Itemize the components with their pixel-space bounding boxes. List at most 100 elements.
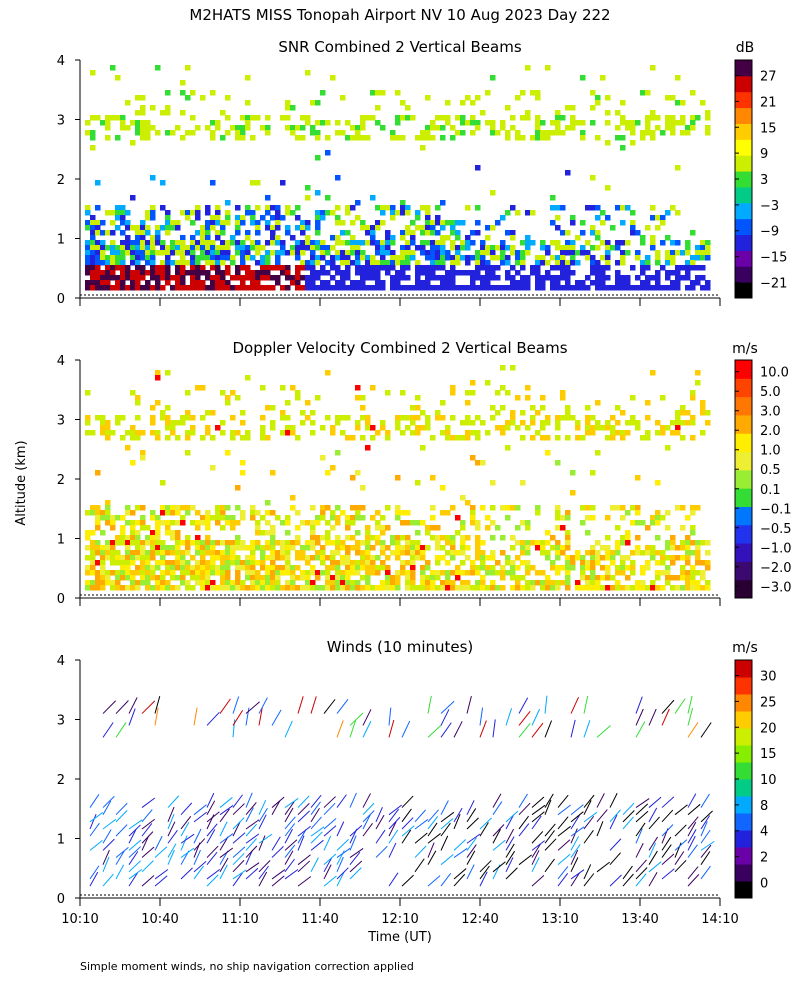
data-cell	[375, 220, 381, 226]
data-cell	[475, 270, 481, 276]
wind-barb	[531, 708, 541, 726]
data-cell	[415, 395, 421, 401]
data-cell	[535, 545, 541, 551]
wind-barb	[674, 804, 688, 816]
data-cell	[110, 580, 116, 586]
data-cell	[370, 560, 376, 566]
data-cell	[235, 225, 241, 231]
data-cell	[685, 250, 691, 256]
data-cell	[545, 270, 551, 276]
data-cell	[150, 255, 156, 261]
data-cell	[360, 435, 366, 441]
wind-barb	[687, 816, 699, 830]
wind-barb	[635, 721, 646, 738]
colorbar-swatch	[735, 155, 752, 172]
data-cell	[320, 515, 326, 521]
data-cell	[520, 575, 526, 581]
data-cell	[515, 250, 521, 256]
data-cell	[675, 545, 681, 551]
data-cell	[370, 230, 376, 236]
data-cell	[520, 520, 526, 526]
data-cell	[680, 540, 686, 546]
data-cell	[460, 100, 466, 106]
data-cell	[515, 585, 521, 591]
wind-barb	[700, 851, 711, 865]
data-cell	[355, 245, 361, 251]
data-cell	[585, 405, 591, 411]
data-cell	[140, 120, 146, 126]
data-cell	[360, 515, 366, 521]
data-cell	[215, 505, 221, 511]
data-cell	[440, 485, 446, 491]
data-cell	[615, 420, 621, 426]
wind-barb	[141, 860, 154, 873]
data-cell	[350, 560, 356, 566]
data-cell	[295, 395, 301, 401]
data-cell	[85, 265, 91, 271]
data-cell	[200, 240, 206, 246]
data-cell	[465, 420, 471, 426]
data-cell	[550, 535, 556, 541]
data-cell	[480, 575, 486, 581]
data-cell	[615, 280, 621, 286]
wind-barb	[687, 866, 699, 880]
data-cell	[475, 415, 481, 421]
data-cell	[510, 505, 516, 511]
data-cell	[300, 575, 306, 581]
wind-barb	[557, 816, 569, 830]
wind-barb	[700, 865, 711, 880]
data-cell	[250, 240, 256, 246]
data-cell	[620, 255, 626, 261]
data-cell	[195, 580, 201, 586]
data-cell	[350, 260, 356, 266]
data-cell	[460, 495, 466, 501]
data-cell	[270, 540, 276, 546]
wind-barb	[89, 822, 100, 837]
wind-barb	[284, 807, 294, 823]
data-cell	[305, 415, 311, 421]
data-cell	[335, 205, 341, 211]
data-cell	[585, 585, 591, 591]
data-cell	[230, 580, 236, 586]
data-cell	[385, 555, 391, 561]
data-cell	[420, 585, 426, 591]
data-cell	[295, 225, 301, 231]
data-cell	[645, 280, 651, 286]
data-cell	[560, 265, 566, 271]
wind-barb	[544, 720, 553, 738]
data-cell	[230, 515, 236, 521]
data-cell	[440, 580, 446, 586]
data-cell	[195, 540, 201, 546]
data-cell	[375, 280, 381, 286]
data-cell	[155, 525, 161, 531]
data-cell	[195, 260, 201, 266]
wind-barb	[518, 802, 531, 816]
data-cell	[645, 90, 651, 96]
data-cell	[540, 570, 546, 576]
data-cell	[140, 520, 146, 526]
data-cell	[145, 215, 151, 221]
data-cell	[245, 115, 251, 121]
data-cell	[285, 115, 291, 121]
data-cell	[95, 250, 101, 256]
data-cell	[445, 115, 451, 121]
wind-barb	[570, 869, 585, 880]
data-cell	[105, 230, 111, 236]
data-cell	[560, 275, 566, 281]
data-cell	[385, 250, 391, 256]
wind-barb	[635, 859, 647, 873]
wind-barb	[687, 874, 700, 887]
colorbar-swatch	[735, 186, 752, 204]
data-cell	[355, 530, 361, 536]
data-cell	[180, 240, 186, 246]
data-cell	[155, 400, 161, 406]
data-cell	[410, 555, 416, 561]
data-cell	[425, 135, 431, 141]
data-cell	[120, 220, 126, 226]
data-cell	[310, 260, 316, 266]
data-cell	[560, 130, 566, 136]
data-cell	[630, 265, 636, 271]
data-cell	[410, 285, 416, 291]
data-cell	[395, 425, 401, 431]
data-cell	[680, 570, 686, 576]
